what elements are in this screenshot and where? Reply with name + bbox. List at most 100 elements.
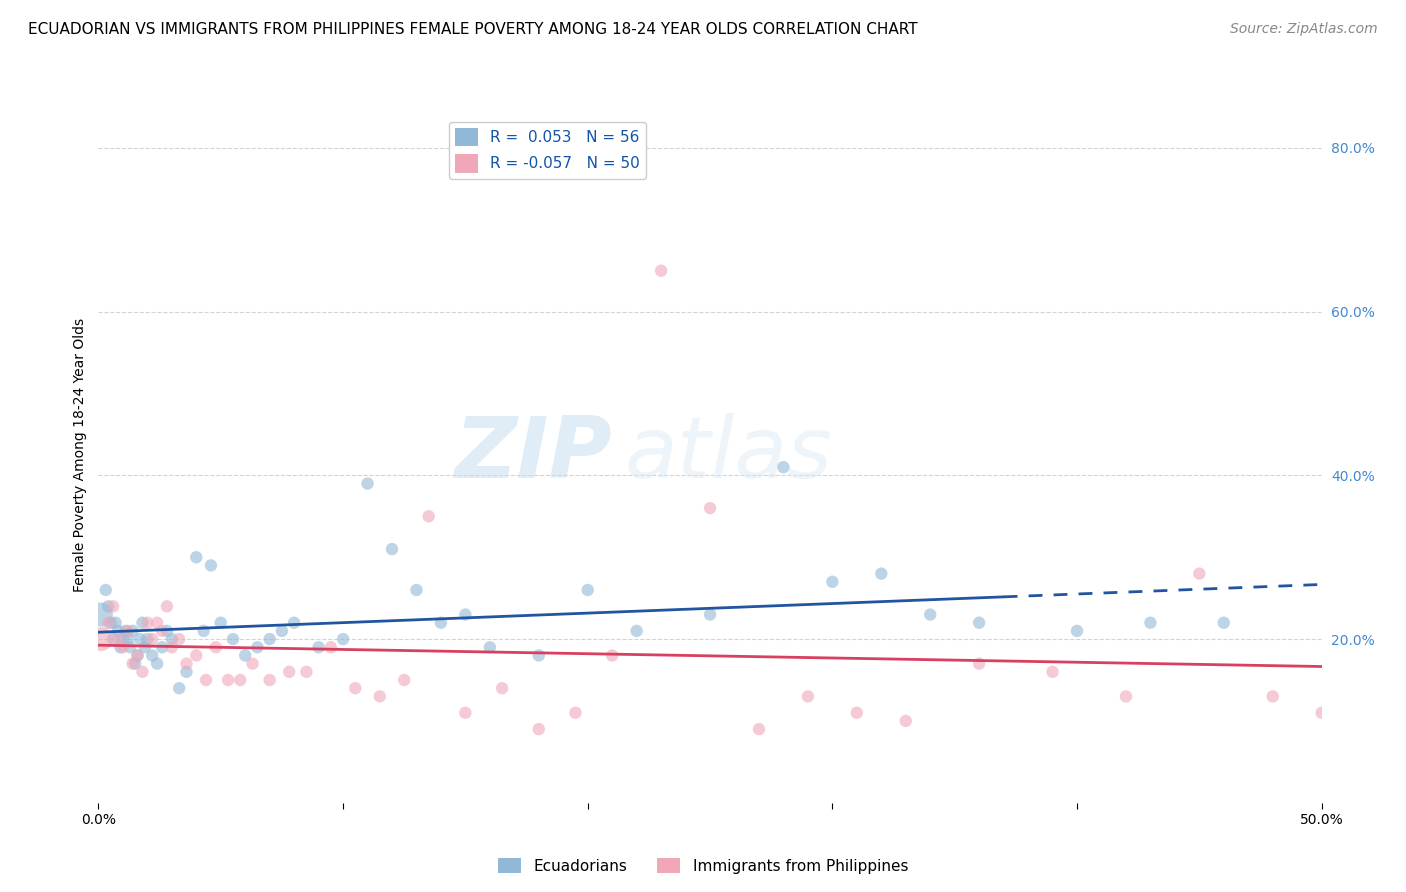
Point — [100, 615, 122, 630]
Point — [160, 632, 183, 646]
Point — [1188, 566, 1211, 581]
Point — [205, 640, 228, 655]
Point — [186, 648, 208, 663]
Point — [121, 657, 143, 671]
Point — [527, 648, 550, 663]
Point — [186, 550, 208, 565]
Point — [114, 624, 136, 638]
Legend: Ecuadorians, Immigrants from Philippines: Ecuadorians, Immigrants from Philippines — [492, 852, 914, 880]
Point — [870, 566, 893, 581]
Point — [650, 264, 672, 278]
Point — [195, 673, 218, 687]
Point — [1115, 690, 1137, 704]
Point — [101, 599, 124, 614]
Point — [699, 607, 721, 622]
Point — [229, 673, 252, 687]
Point — [920, 607, 942, 622]
Point — [101, 632, 124, 646]
Point — [110, 640, 132, 655]
Point — [127, 648, 149, 663]
Point — [478, 640, 501, 655]
Point — [295, 665, 318, 679]
Point — [600, 648, 623, 663]
Point — [381, 542, 404, 557]
Point — [246, 640, 269, 655]
Point — [141, 632, 163, 646]
Point — [111, 632, 134, 646]
Point — [136, 615, 159, 630]
Point — [200, 558, 222, 573]
Point — [167, 681, 190, 696]
Point — [699, 501, 721, 516]
Point — [430, 615, 453, 630]
Point — [176, 665, 198, 679]
Point — [392, 673, 416, 687]
Point — [1360, 566, 1382, 581]
Point — [156, 624, 179, 638]
Point — [97, 599, 120, 614]
Point — [107, 632, 129, 646]
Point — [283, 615, 305, 630]
Point — [564, 706, 586, 720]
Point — [167, 632, 190, 646]
Point — [626, 624, 648, 638]
Point — [405, 582, 427, 597]
Point — [111, 640, 134, 655]
Point — [527, 722, 550, 736]
Point — [308, 640, 330, 655]
Point — [418, 509, 440, 524]
Point — [270, 624, 294, 638]
Point — [1310, 706, 1333, 720]
Point — [1212, 615, 1234, 630]
Point — [967, 615, 990, 630]
Point — [129, 632, 152, 646]
Point — [146, 657, 169, 671]
Point — [160, 640, 183, 655]
Text: Source: ZipAtlas.com: Source: ZipAtlas.com — [1230, 22, 1378, 37]
Point — [150, 640, 173, 655]
Point — [127, 648, 149, 663]
Point — [156, 599, 179, 614]
Point — [242, 657, 264, 671]
Point — [176, 657, 198, 671]
Point — [454, 706, 477, 720]
Point — [120, 640, 142, 655]
Point — [1334, 747, 1357, 761]
Point — [209, 615, 232, 630]
Point — [97, 615, 120, 630]
Text: ZIP: ZIP — [454, 413, 612, 497]
Point — [259, 673, 281, 687]
Point — [772, 460, 794, 475]
Point — [344, 681, 367, 696]
Point — [1139, 615, 1161, 630]
Text: ECUADORIAN VS IMMIGRANTS FROM PHILIPPINES FEMALE POVERTY AMONG 18-24 YEAR OLDS C: ECUADORIAN VS IMMIGRANTS FROM PHILIPPINE… — [28, 22, 918, 37]
Point — [845, 706, 868, 720]
Point — [1042, 665, 1064, 679]
Point — [259, 632, 281, 646]
Y-axis label: Female Poverty Among 18-24 Year Olds: Female Poverty Among 18-24 Year Olds — [73, 318, 87, 592]
Point — [146, 615, 169, 630]
Point — [121, 624, 143, 638]
Point — [356, 476, 378, 491]
Point — [117, 632, 139, 646]
Point — [90, 632, 112, 646]
Point — [748, 722, 770, 736]
Point — [894, 714, 917, 728]
Point — [94, 582, 117, 597]
Point — [1066, 624, 1088, 638]
Text: atlas: atlas — [624, 413, 832, 497]
Point — [131, 665, 153, 679]
Point — [222, 632, 245, 646]
Point — [124, 657, 146, 671]
Point — [821, 574, 844, 589]
Point — [576, 582, 599, 597]
Point — [368, 690, 391, 704]
Point — [136, 632, 159, 646]
Point — [332, 632, 354, 646]
Point — [797, 690, 820, 704]
Point — [104, 615, 127, 630]
Point — [131, 615, 153, 630]
Point — [107, 624, 129, 638]
Point — [217, 673, 239, 687]
Legend: R =  0.053   N = 56, R = -0.057   N = 50: R = 0.053 N = 56, R = -0.057 N = 50 — [449, 121, 645, 178]
